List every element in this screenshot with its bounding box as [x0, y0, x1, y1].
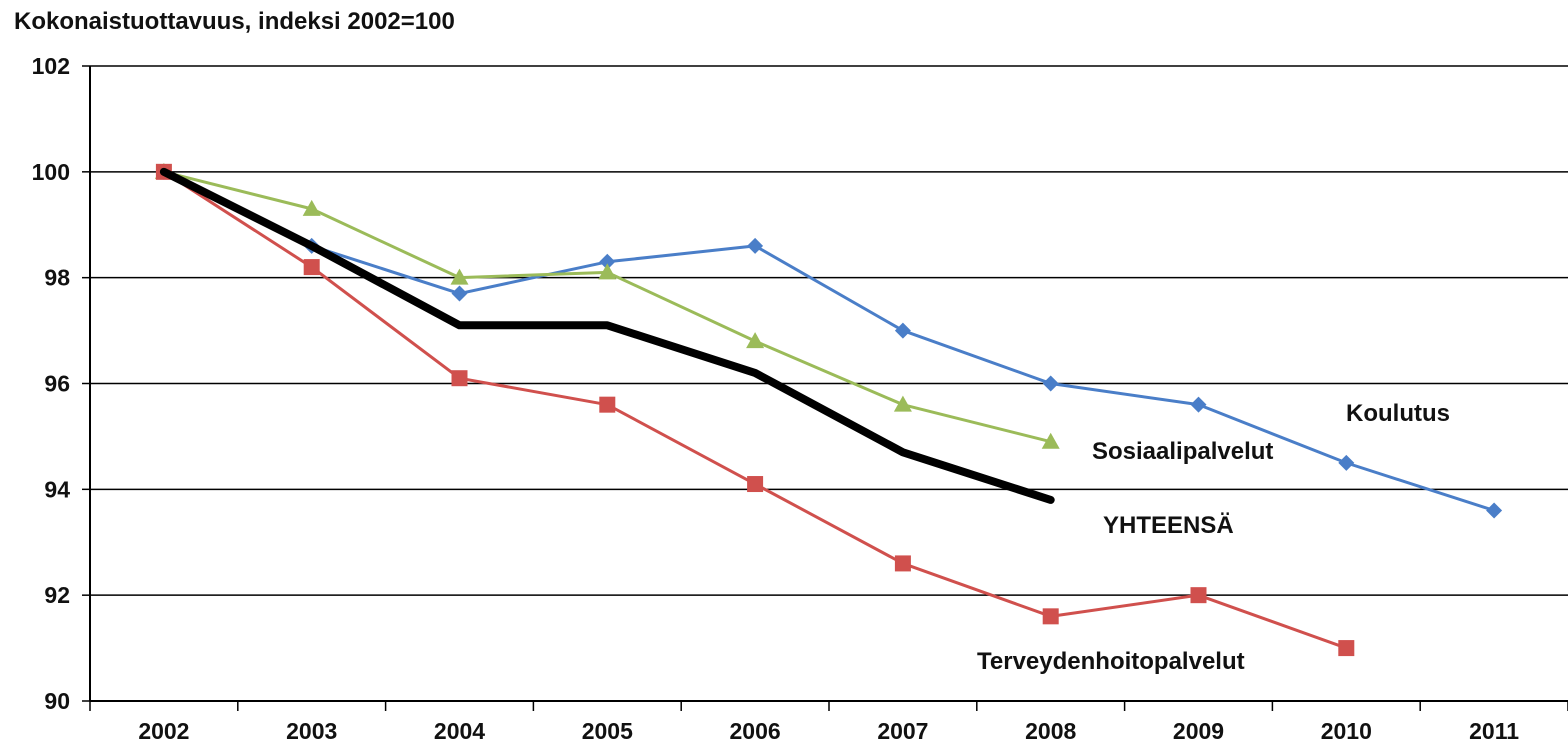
- data-point-square: [1042, 608, 1059, 625]
- data-point-diamond: [451, 285, 468, 302]
- data-point-diamond: [1338, 454, 1355, 471]
- series-label: Terveydenhoitopalvelut: [977, 648, 1245, 675]
- data-point-square: [747, 476, 764, 493]
- x-tick-label: 2006: [730, 718, 781, 744]
- x-tick-label: 2004: [434, 718, 485, 744]
- y-tick-label: 92: [44, 582, 70, 608]
- y-tick-labels: 90 92 94 96 98 100 102: [32, 53, 71, 714]
- data-point-triangle: [450, 268, 469, 285]
- x-tick-label: 2007: [877, 718, 928, 744]
- series-layer: [154, 162, 1503, 657]
- y-tick-label: 96: [44, 371, 70, 397]
- x-tick-label: 2003: [286, 718, 337, 744]
- data-point-diamond: [1042, 375, 1059, 392]
- x-tick-labels: 2002 2003 2004 2005 2006 2007 2008 2009 2010 2011: [138, 718, 1519, 744]
- data-point-square: [1190, 587, 1207, 604]
- y-tick-label: 100: [32, 159, 70, 185]
- data-point-diamond: [894, 322, 911, 339]
- y-tick-label: 94: [44, 476, 70, 502]
- y-tick-label: 98: [44, 265, 70, 291]
- data-point-square: [599, 396, 616, 413]
- data-point-square: [1338, 640, 1355, 657]
- data-point-square: [894, 555, 911, 572]
- data-point-diamond: [1190, 396, 1207, 413]
- data-point-triangle: [746, 332, 765, 349]
- data-point-square: [451, 370, 468, 387]
- x-tick-label: 2002: [138, 718, 189, 744]
- data-point-triangle: [1041, 432, 1060, 449]
- x-tick-label: 2005: [582, 718, 633, 744]
- y-tick-label: 90: [44, 688, 70, 714]
- x-tick-label: 2011: [1469, 718, 1519, 744]
- data-point-triangle: [302, 199, 321, 216]
- y-tick-label: 102: [32, 53, 70, 79]
- data-point-triangle: [893, 395, 912, 412]
- series-label: Sosiaalipalvelut: [1092, 438, 1273, 465]
- x-tick-label: 2009: [1173, 718, 1224, 744]
- series-labels: Koulutus Sosiaalipalvelut YHTEENSÄ Terveyde…: [977, 400, 1450, 675]
- data-point-diamond: [1486, 502, 1503, 519]
- data-point-diamond: [747, 237, 764, 254]
- data-point-triangle: [598, 263, 617, 280]
- x-tick-label: 2010: [1321, 718, 1372, 744]
- data-point-diamond: [599, 253, 616, 270]
- x-tick-label: 2008: [1025, 718, 1076, 744]
- series-line-2: [159, 167, 1055, 504]
- series-label: YHTEENSÄ: [1103, 512, 1234, 539]
- series-line-0: [162, 170, 1496, 512]
- series-label: Koulutus: [1346, 400, 1450, 427]
- axes: [82, 65, 1568, 711]
- data-point-square: [303, 259, 320, 276]
- chart-title: Kokonaistuottavuus, indeksi 2002=100: [14, 8, 455, 35]
- gridlines: [90, 65, 1568, 596]
